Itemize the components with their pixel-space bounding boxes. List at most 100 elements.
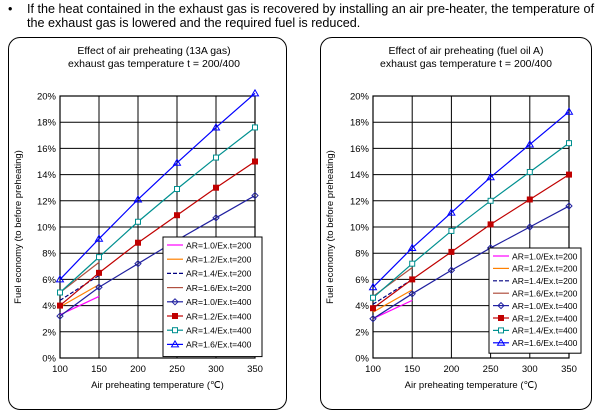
legend-marker [171, 298, 179, 306]
series-line [59, 195, 256, 317]
data-point [486, 172, 495, 181]
y-tick-label: 2% [355, 327, 369, 338]
legend-label: AR=1.0/Ex.t=200 [512, 251, 578, 261]
legend-marker [496, 338, 506, 346]
data-point [447, 208, 456, 216]
y-tick-label: 2% [42, 327, 56, 338]
series-line [372, 205, 570, 320]
data-point [409, 276, 416, 283]
y-axis-label: Fuel economy (to before preheating) [325, 150, 336, 304]
series-7 [370, 140, 572, 301]
y-tick-label: 14% [37, 170, 57, 181]
data-point [134, 259, 142, 268]
data-point [408, 290, 416, 298]
x-tick-label: 150 [91, 364, 107, 375]
x-tick-label: 200 [130, 364, 146, 375]
series-line [372, 142, 570, 299]
chart-title: Effect of air preheating (13A gas) [77, 45, 230, 57]
y-tick-label: 20% [37, 92, 57, 103]
series-line [59, 92, 256, 280]
data-point [368, 282, 378, 291]
legend-marker [497, 301, 505, 310]
legend-label: AR=1.4/Ex.t=400 [512, 326, 578, 336]
data-point [370, 305, 376, 312]
legend-marker [498, 327, 504, 334]
legend-marker [498, 315, 504, 321]
legend-marker [170, 339, 180, 348]
series-line [59, 161, 256, 307]
x-tick-label: 250 [169, 364, 185, 375]
chart-title: Effect of air preheating (fuel oil A) [388, 45, 543, 57]
data-point [370, 294, 376, 301]
y-tick-label: 0% [355, 354, 369, 365]
chart-panel-fuel-oil-a: Effect of air preheating (fuel oil A) exh… [320, 37, 592, 410]
data-point [96, 269, 102, 276]
x-axis-label: Air preheating temperature (℃) [91, 380, 224, 391]
chart-subtitle: exhaust gas temperature t = 200/400 [380, 58, 552, 70]
legend-marker [172, 327, 178, 334]
legend-marker [172, 313, 178, 319]
y-tick-label: 10% [350, 223, 370, 234]
data-point [526, 223, 534, 231]
data-point [133, 194, 143, 203]
y-tick-label: 8% [42, 249, 56, 260]
data-point [95, 283, 103, 291]
series-5 [369, 202, 573, 323]
data-point [55, 274, 65, 283]
data-point [566, 171, 572, 178]
data-point [409, 260, 416, 267]
legend-label: AR=1.2/Ex.t=400 [512, 313, 578, 323]
data-point [213, 184, 219, 191]
legend-label: AR=1.0/Ex.t=400 [512, 301, 578, 311]
data-point [57, 289, 63, 296]
x-tick-label: 100 [365, 364, 381, 375]
y-tick-label: 12% [350, 196, 370, 207]
series-line [372, 299, 413, 320]
data-point [487, 221, 494, 228]
data-point [487, 197, 494, 204]
series-6 [370, 171, 572, 312]
x-tick-label: 300 [208, 364, 224, 375]
chart-13a-gas: Effect of air preheating (13A gas)exhaus… [13, 45, 263, 391]
data-point [94, 234, 104, 242]
series-line [372, 111, 570, 288]
data-point [407, 243, 417, 251]
data-point [96, 254, 102, 261]
data-point [211, 122, 221, 131]
legend-label: AR=1.0/Ex.t=200 [186, 240, 252, 250]
y-tick-label: 4% [42, 301, 56, 312]
legend-label: AR=1.6/Ex.t=400 [186, 340, 252, 350]
legend-label: AR=1.4/Ex.t=200 [512, 276, 578, 286]
series-4 [59, 261, 100, 293]
data-point [566, 140, 572, 147]
legend-label: AR=1.0/Ex.t=400 [186, 297, 252, 307]
series-line [372, 174, 570, 309]
y-axis-label: Fuel economy (to before preheating) [13, 150, 24, 304]
chart-fuel-oil-a: Effect of air preheating (fuel oil A)exh… [325, 45, 582, 391]
y-tick-label: 14% [350, 170, 370, 181]
y-tick-label: 10% [37, 223, 57, 234]
data-point [252, 124, 258, 131]
x-tick-label: 250 [483, 364, 499, 375]
plot-border [59, 95, 256, 359]
legend-label: AR=1.4/Ex.t=400 [186, 326, 252, 336]
y-tick-label: 6% [355, 275, 369, 286]
data-point [57, 302, 63, 309]
data-point [252, 158, 258, 165]
x-tick-label: 100 [52, 364, 68, 375]
series-2 [372, 289, 413, 313]
data-point [525, 139, 535, 148]
series-1 [372, 299, 413, 320]
legend-label: AR=1.2/Ex.t=200 [512, 264, 578, 274]
legend-label: AR=1.2/Ex.t=400 [186, 311, 252, 321]
series-line [59, 126, 256, 293]
y-tick-label: 8% [355, 249, 369, 260]
data-point [212, 214, 220, 222]
data-point [448, 227, 455, 234]
data-point [526, 168, 533, 175]
y-tick-label: 4% [355, 301, 369, 312]
series-line [372, 289, 413, 313]
x-tick-label: 350 [247, 364, 263, 375]
legend-box [162, 236, 263, 358]
series-line [59, 284, 100, 308]
